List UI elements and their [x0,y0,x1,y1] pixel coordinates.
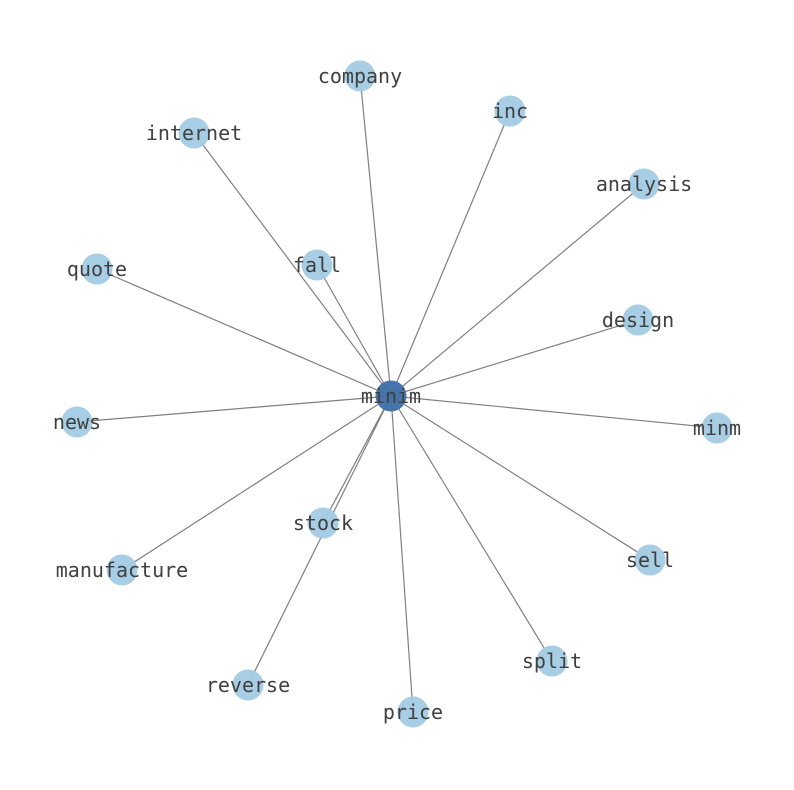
node-design[interactable] [622,304,654,336]
node-news[interactable] [61,406,93,438]
node-label-inc: inc [492,99,528,123]
node-label-news: news [53,410,101,434]
node-label-design: design [602,308,674,332]
edge-minim-sell [390,395,651,561]
node-label-sell: sell [626,548,674,572]
edge-minim-company [359,75,392,397]
node-split[interactable] [536,645,568,677]
edge-minim-design [390,319,639,397]
edge-minim-quote [96,268,392,397]
node-minim-center[interactable] [375,380,407,412]
node-minm[interactable] [701,412,733,444]
node-label-split: split [522,649,582,673]
node-label-minm: minm [693,416,741,440]
node-analysis[interactable] [628,168,660,200]
node-label-price: price [383,700,443,724]
edge-minim-split [390,395,553,662]
edge-minim-manufacture [121,395,392,571]
node-quote[interactable] [81,253,113,285]
edge-minim-analysis [390,183,645,397]
edge-minim-news [76,395,392,423]
nodes [61,60,733,728]
edge-minim-minm [390,395,718,429]
node-fall[interactable] [301,249,333,281]
edge-minim-internet [193,132,392,397]
edge-minim-reverse [247,395,392,686]
node-label-center: minim [361,384,421,408]
node-label-manufacture: manufacture [56,558,188,582]
node-manufacture[interactable] [106,554,138,586]
node-price[interactable] [397,696,429,728]
node-reverse[interactable] [232,669,264,701]
edge-minim-price [390,395,414,713]
node-label-reverse: reverse [206,673,290,697]
edge-minim-fall [316,264,392,397]
node-stock[interactable] [307,507,339,539]
node-internet[interactable] [178,117,210,149]
node-label-fall: fall [293,253,341,277]
node-label-stock: stock [293,511,353,535]
edge-minim-inc [390,110,511,397]
edges [76,75,718,713]
node-company[interactable] [344,60,376,92]
edge-minim-stock [322,395,392,524]
labels: company inc internet analysis fall quote desig… [53,64,741,724]
node-label-quote: quote [67,257,127,281]
node-label-analysis: analysis [596,172,692,196]
node-sell[interactable] [634,544,666,576]
node-inc[interactable] [494,95,526,127]
node-label-company: company [318,64,402,88]
node-label-internet: internet [146,121,242,145]
